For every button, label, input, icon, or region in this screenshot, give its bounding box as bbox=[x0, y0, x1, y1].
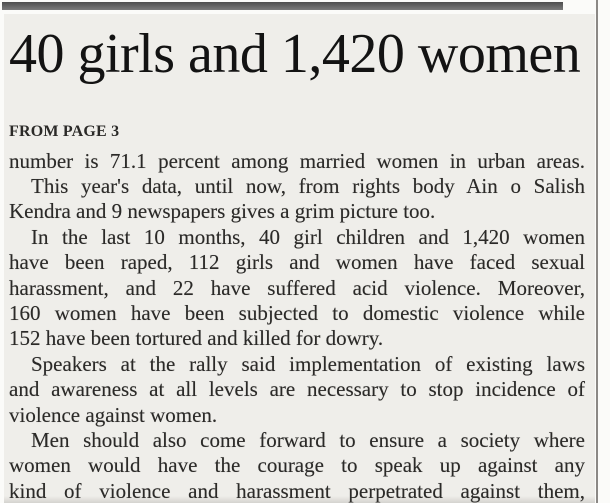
body-line: kind of violence and harassment perpetra… bbox=[9, 478, 585, 503]
paragraph: Men should also come forward to ensure a… bbox=[9, 428, 585, 503]
body-line: 152 have been tortured and killed for do… bbox=[9, 326, 384, 351]
body-line: and awareness at all levels are necessar… bbox=[9, 377, 585, 402]
body-line: Men should also come forward to ensure a… bbox=[31, 427, 585, 452]
body-line: have been raped, 112 girls and women hav… bbox=[9, 250, 585, 275]
paragraph: In the last 10 months, 40 girl children … bbox=[9, 225, 585, 352]
paragraph: This year's data, until now, from rights… bbox=[9, 174, 585, 225]
body-line: This year's data, until now, from rights… bbox=[31, 173, 585, 198]
body-line: women would have the courage to speak up… bbox=[9, 453, 585, 478]
article-headline: 40 girls and 1,420 women bbox=[9, 23, 581, 85]
body-line: harassment, and 22 have suffered acid vi… bbox=[9, 275, 585, 300]
column-rule bbox=[596, 0, 598, 503]
body-line: Kendra and 9 newspapers gives a grim pic… bbox=[9, 199, 436, 224]
body-line: Speakers at the rally said implementatio… bbox=[31, 351, 585, 376]
paragraph: Speakers at the rally said implementatio… bbox=[9, 352, 585, 428]
top-divider-bar bbox=[2, 2, 563, 10]
body-line: 160 women have been subjected to domesti… bbox=[9, 300, 585, 325]
continued-from-kicker: FROM PAGE 3 bbox=[9, 122, 120, 140]
article-body: number is 71.1 percent among married wom… bbox=[9, 149, 585, 503]
article-column: 40 girls and 1,420 women FROM PAGE 3 num… bbox=[4, 14, 595, 503]
body-line: In the last 10 months, 40 girl children … bbox=[31, 224, 585, 249]
body-line: violence against women. bbox=[9, 402, 218, 427]
paragraph: number is 71.1 percent among married wom… bbox=[9, 149, 585, 174]
body-line: number is 71.1 percent among married wom… bbox=[9, 148, 585, 173]
